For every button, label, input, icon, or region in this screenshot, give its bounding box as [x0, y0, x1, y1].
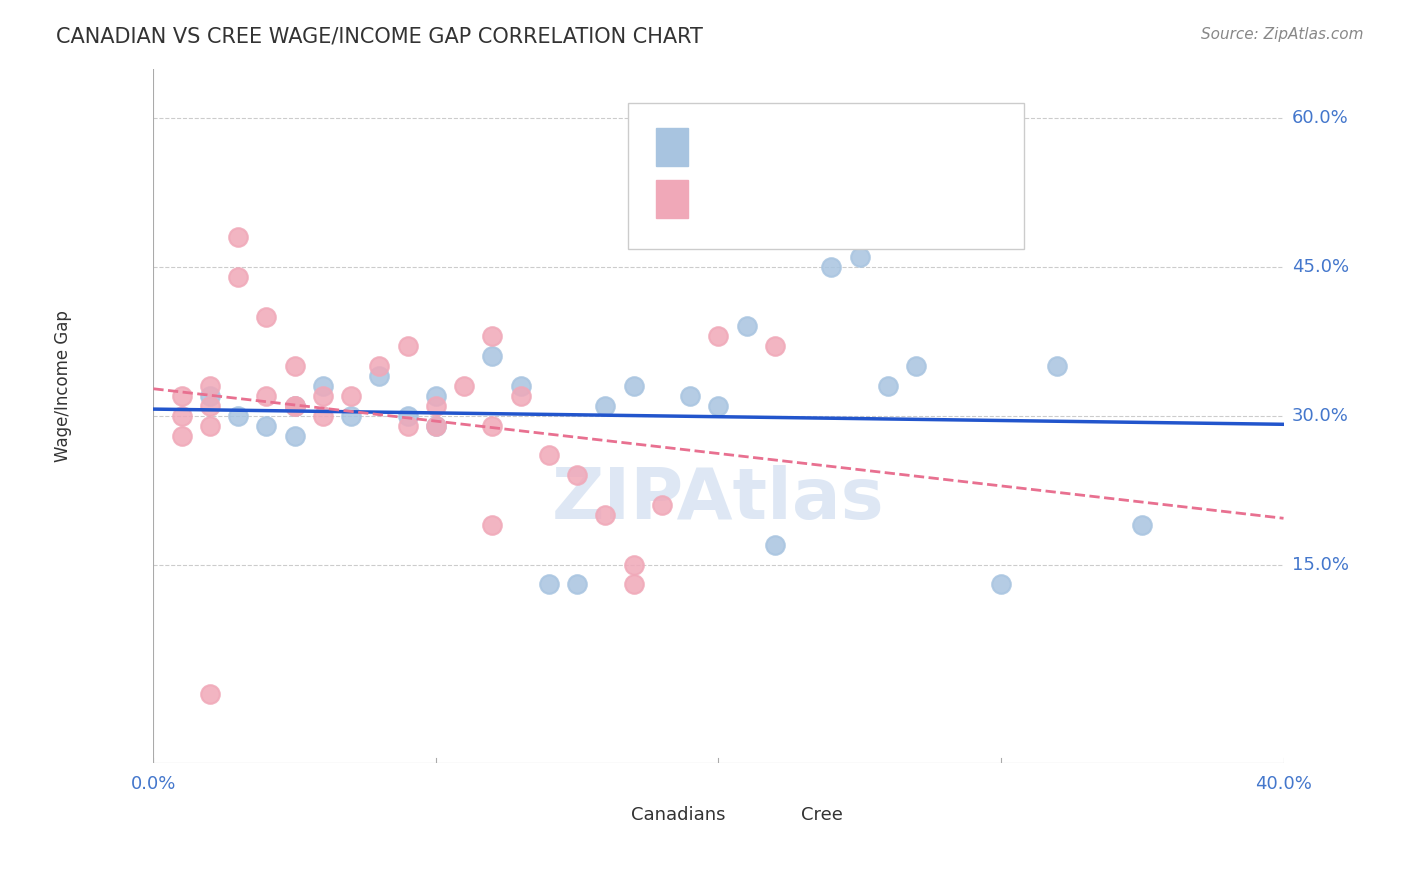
Point	[481, 349, 503, 363]
Point	[198, 399, 221, 413]
Point	[312, 379, 335, 393]
Text: Canadians: Canadians	[631, 806, 725, 824]
Point	[567, 577, 589, 591]
Point	[707, 399, 730, 413]
Point	[481, 418, 503, 433]
Point	[312, 409, 335, 423]
Point	[226, 409, 249, 423]
Text: 60.0%: 60.0%	[1292, 109, 1348, 128]
Text: ZIPAtlas: ZIPAtlas	[553, 465, 884, 533]
Point	[425, 418, 447, 433]
Text: R =  0.127: R = 0.127	[704, 188, 800, 206]
Point	[990, 577, 1012, 591]
Point	[735, 319, 758, 334]
Point	[340, 389, 363, 403]
Point	[1130, 517, 1153, 532]
Point	[623, 577, 645, 591]
Point	[651, 498, 673, 512]
Point	[226, 230, 249, 244]
Point	[284, 359, 307, 373]
Point	[425, 418, 447, 433]
Text: Source: ZipAtlas.com: Source: ZipAtlas.com	[1201, 27, 1364, 42]
Point	[763, 339, 786, 353]
Point	[623, 558, 645, 572]
Point	[820, 260, 842, 274]
Point	[763, 538, 786, 552]
Point	[623, 379, 645, 393]
Point	[254, 310, 277, 324]
Point	[312, 389, 335, 403]
Point	[848, 250, 870, 264]
Point	[481, 517, 503, 532]
Point	[537, 577, 560, 591]
Point	[567, 468, 589, 483]
Point	[226, 269, 249, 284]
Point	[198, 389, 221, 403]
Point	[396, 409, 419, 423]
Point	[1046, 359, 1069, 373]
Point	[537, 449, 560, 463]
Point	[425, 399, 447, 413]
Point	[453, 379, 475, 393]
Point	[284, 399, 307, 413]
Point	[198, 686, 221, 700]
Point	[284, 399, 307, 413]
FancyBboxPatch shape	[657, 128, 688, 166]
Point	[254, 389, 277, 403]
Point	[170, 428, 193, 442]
Point	[509, 389, 531, 403]
Point	[707, 329, 730, 343]
FancyBboxPatch shape	[657, 179, 688, 218]
FancyBboxPatch shape	[628, 103, 1024, 249]
Text: 0.0%: 0.0%	[131, 775, 176, 793]
FancyBboxPatch shape	[769, 806, 794, 824]
Point	[595, 508, 617, 522]
Point	[254, 418, 277, 433]
Point	[396, 339, 419, 353]
Text: N = 35: N = 35	[848, 188, 911, 206]
Point	[368, 359, 391, 373]
Point	[284, 399, 307, 413]
Point	[368, 369, 391, 384]
Point	[284, 428, 307, 442]
Point	[425, 389, 447, 403]
Point	[905, 359, 928, 373]
Point	[877, 379, 900, 393]
Text: Cree: Cree	[801, 806, 842, 824]
Text: 30.0%: 30.0%	[1292, 407, 1348, 425]
Text: CANADIAN VS CREE WAGE/INCOME GAP CORRELATION CHART: CANADIAN VS CREE WAGE/INCOME GAP CORRELA…	[56, 27, 703, 46]
Point	[170, 389, 193, 403]
Point	[198, 418, 221, 433]
Text: 40.0%: 40.0%	[1256, 775, 1312, 793]
Point	[340, 409, 363, 423]
Text: R = -0.100: R = -0.100	[704, 132, 800, 151]
Point	[509, 379, 531, 393]
Point	[170, 409, 193, 423]
Text: Wage/Income Gap: Wage/Income Gap	[53, 310, 72, 462]
FancyBboxPatch shape	[600, 806, 624, 824]
Text: 45.0%: 45.0%	[1292, 258, 1350, 276]
Point	[595, 399, 617, 413]
Text: N = 28: N = 28	[848, 132, 911, 151]
Point	[198, 379, 221, 393]
Point	[679, 389, 702, 403]
Point	[481, 329, 503, 343]
Text: 15.0%: 15.0%	[1292, 556, 1348, 574]
Point	[396, 418, 419, 433]
